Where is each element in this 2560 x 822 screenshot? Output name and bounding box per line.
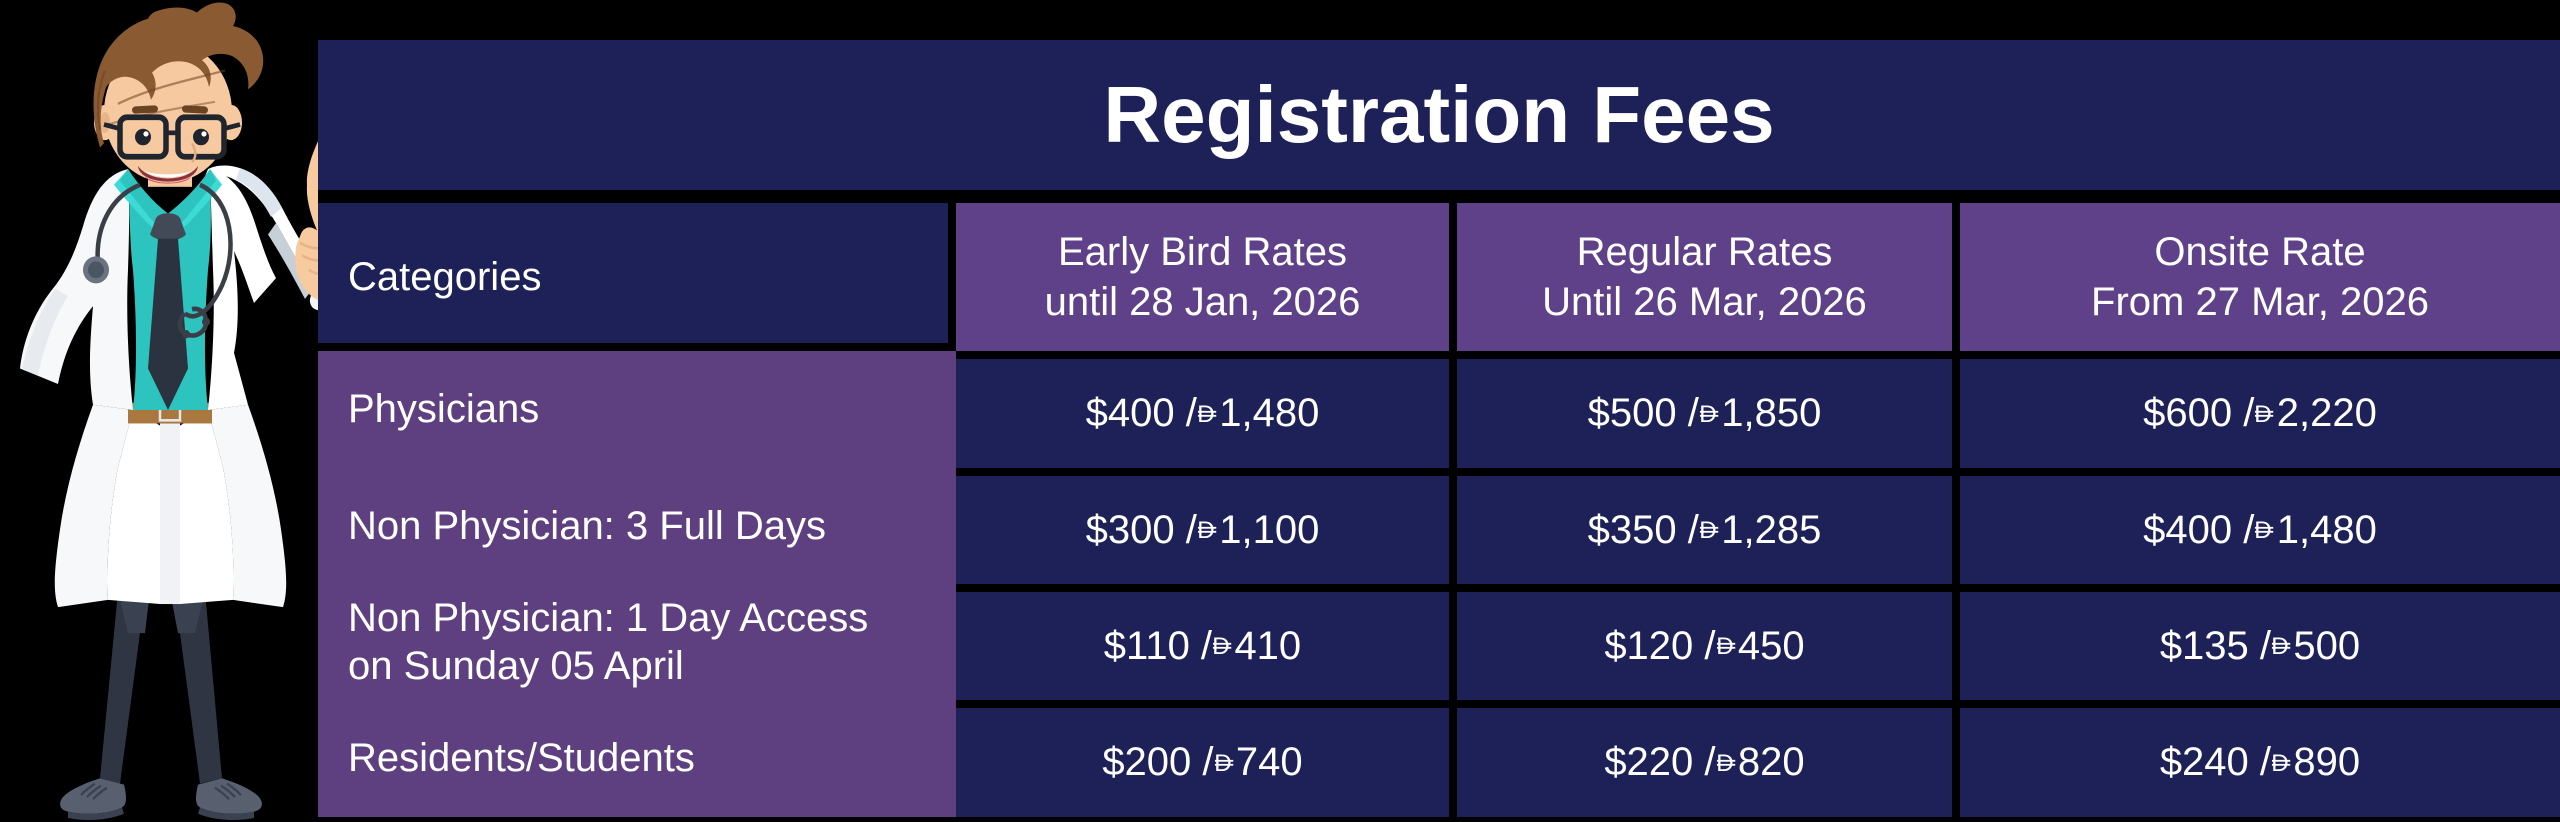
- svg-text:D: D: [1197, 401, 1214, 428]
- svg-text:D: D: [2271, 750, 2288, 777]
- svg-text:D: D: [1716, 750, 1733, 777]
- svg-text:D: D: [2255, 401, 2272, 428]
- svg-text:D: D: [1214, 750, 1231, 777]
- svg-text:D: D: [2255, 517, 2272, 544]
- svg-text:D: D: [1716, 633, 1733, 660]
- svg-text:D: D: [1212, 633, 1229, 660]
- svg-text:D: D: [1699, 517, 1716, 544]
- svg-text:D: D: [2271, 633, 2288, 660]
- svg-text:D: D: [1197, 517, 1214, 544]
- svg-text:D: D: [1699, 401, 1716, 428]
